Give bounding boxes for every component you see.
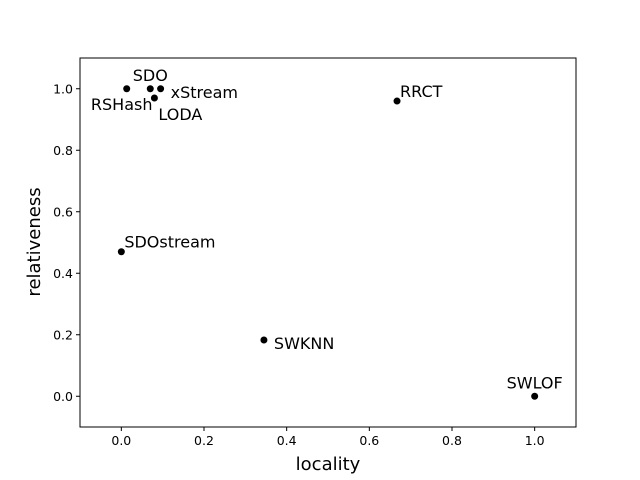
x-tick-label: 0.8 (442, 433, 462, 448)
y-axis-label: relativeness (24, 187, 45, 296)
data-point (393, 97, 401, 105)
data-points (117, 85, 539, 400)
data-point (260, 336, 268, 344)
point-label: LODA (158, 105, 202, 124)
point-label: xStream (171, 83, 238, 102)
point-label: RSHash (91, 95, 153, 114)
y-axis: 0.0 0.2 0.4 0.6 0.8 1.0 (53, 81, 80, 404)
x-axis-label: locality (296, 454, 361, 475)
data-point (117, 248, 125, 256)
data-point (157, 85, 165, 93)
data-point (531, 392, 539, 400)
y-tick-label: 1.0 (53, 81, 73, 96)
x-tick-label: 0.4 (277, 433, 297, 448)
x-tick-label: 1.0 (525, 433, 545, 448)
point-label: SDOstream (124, 233, 215, 252)
point-label: SDO (133, 66, 168, 85)
data-point (146, 85, 154, 93)
x-tick-label: 0.2 (194, 433, 214, 448)
y-tick-label: 0.2 (53, 327, 73, 342)
y-tick-label: 0.8 (53, 143, 73, 158)
y-tick-label: 0.4 (53, 266, 73, 281)
data-point (123, 85, 131, 93)
x-tick-label: 0.6 (359, 433, 379, 448)
point-label: RRCT (400, 82, 443, 101)
y-tick-label: 0.6 (53, 204, 73, 219)
x-tick-label: 0.0 (111, 433, 131, 448)
data-labels: SDO RSHash xStream LODA RRCT SDOstream SWKNN SW… (91, 66, 563, 393)
plot-area (79, 57, 577, 428)
point-label: SWLOF (507, 373, 563, 392)
y-tick-label: 0.0 (53, 389, 73, 404)
point-label: SWKNN (274, 334, 334, 353)
x-axis: 0.0 0.2 0.4 0.6 0.8 1.0 (111, 427, 545, 448)
data-point (150, 94, 158, 102)
